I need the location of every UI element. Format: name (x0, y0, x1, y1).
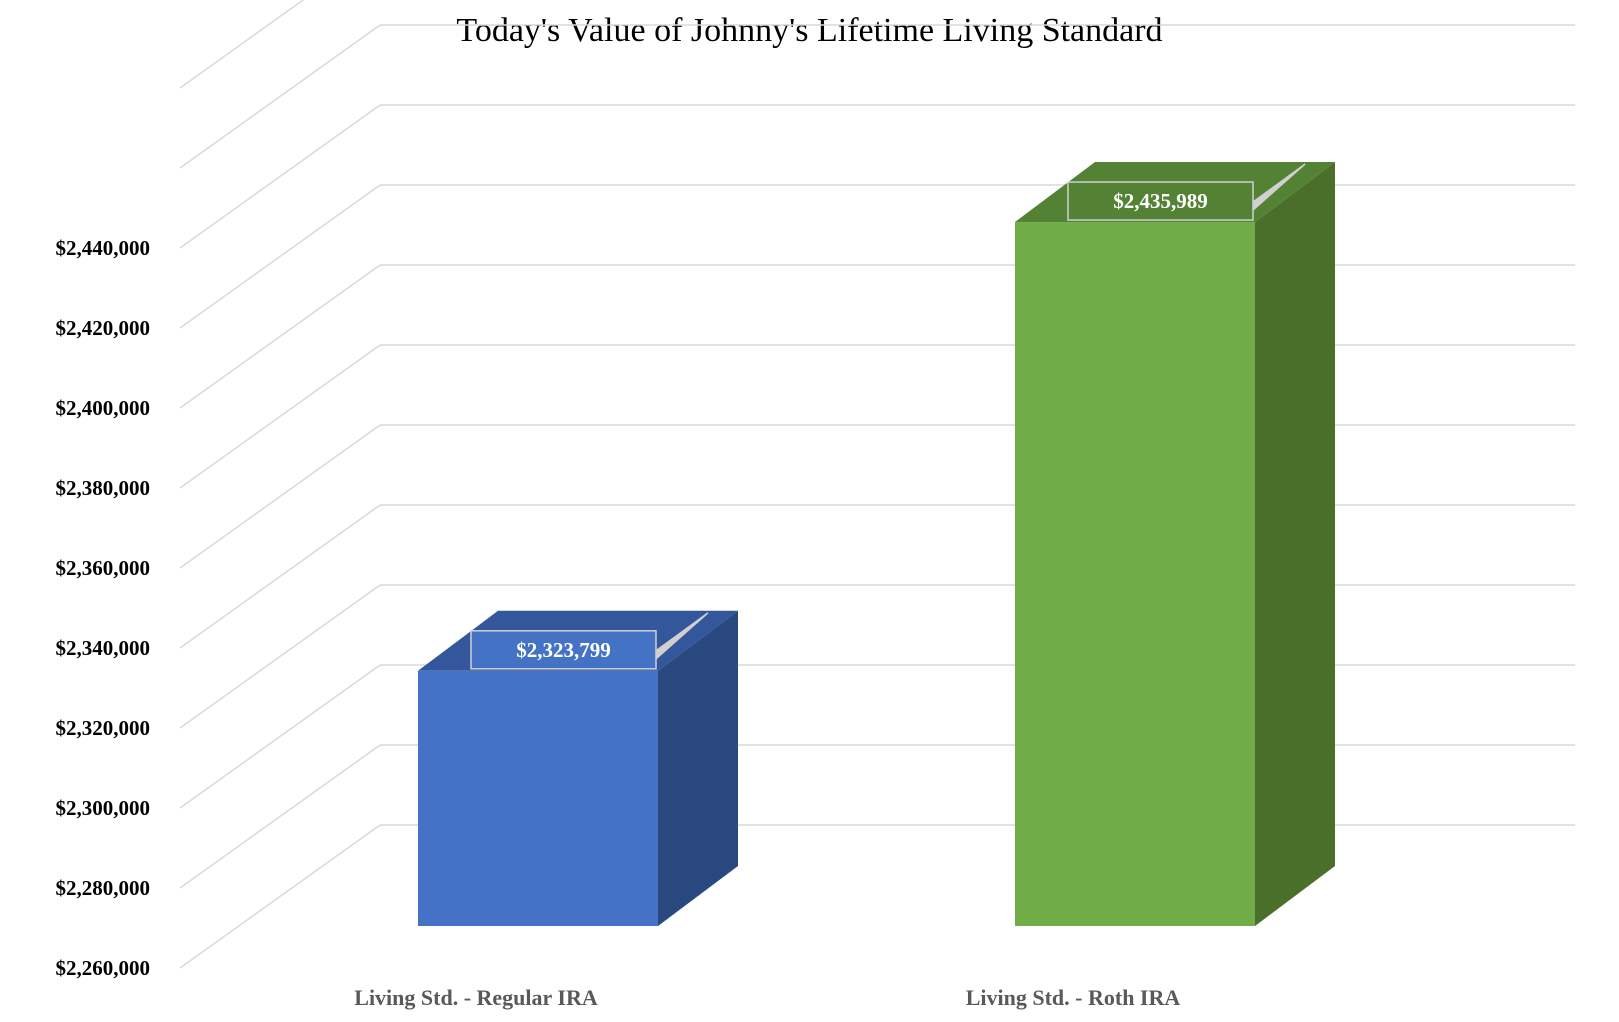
y-tick-label-9: $2,440,000 (56, 236, 151, 260)
gridline-wall-5 (179, 424, 381, 569)
data-label-box-1 (1067, 181, 1254, 221)
chart-title: Today's Value of Johnny's Lifetime Livin… (456, 12, 1163, 49)
gridline-wall-8 (179, 184, 381, 329)
x-category-label-0: Living Std. - Regular IRA (354, 985, 598, 1010)
y-tick-label-2: $2,300,000 (56, 796, 151, 820)
y-tick-label-1: $2,280,000 (56, 876, 151, 900)
y-tick-label-6: $2,380,000 (56, 476, 151, 500)
data-label-box-0 (470, 630, 657, 670)
gridline-wall-4 (179, 504, 381, 649)
bar-front-0 (418, 670, 658, 926)
gridline-wall-11 (179, 0, 305, 89)
data-label-0: $2,323,799 (516, 638, 611, 662)
gridline-wall-10 (179, 24, 381, 169)
bar-side-0 (658, 610, 738, 926)
data-label-1: $2,435,989 (1113, 189, 1208, 213)
gridline-wall-9 (179, 104, 381, 249)
x-category-label-1: Living Std. - Roth IRA (966, 985, 1181, 1010)
bar-front-1 (1015, 222, 1255, 926)
gridline-wall-0 (179, 824, 381, 969)
y-tick-label-5: $2,360,000 (56, 556, 151, 580)
gridline-wall-7 (179, 264, 381, 409)
y-tick-label-4: $2,340,000 (56, 636, 151, 660)
y-tick-label-3: $2,320,000 (56, 716, 151, 740)
y-tick-label-8: $2,420,000 (56, 316, 151, 340)
gridline-wall-2 (179, 664, 381, 809)
gridline-wall-1 (179, 744, 381, 889)
bar-side-1 (1255, 162, 1335, 926)
gridline-wall-3 (179, 584, 381, 729)
y-tick-label-7: $2,400,000 (56, 396, 151, 420)
gridline-wall-6 (179, 344, 381, 489)
y-tick-label-0: $2,260,000 (56, 956, 151, 980)
